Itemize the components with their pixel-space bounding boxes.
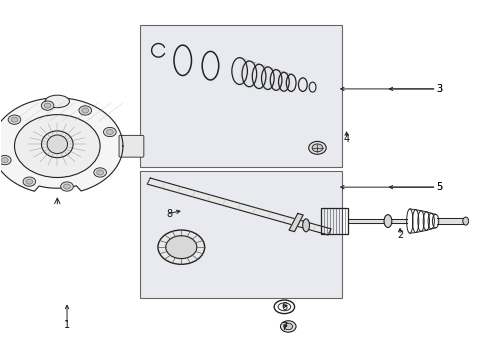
Polygon shape <box>436 218 465 224</box>
Circle shape <box>1 158 8 163</box>
Circle shape <box>103 127 116 137</box>
Polygon shape <box>147 178 330 235</box>
Circle shape <box>81 108 88 113</box>
Circle shape <box>63 184 70 189</box>
Circle shape <box>44 103 51 108</box>
Bar <box>140 171 341 298</box>
Ellipse shape <box>462 217 468 225</box>
Text: 2: 2 <box>396 230 403 240</box>
Bar <box>140 24 341 167</box>
FancyBboxPatch shape <box>119 135 143 157</box>
Ellipse shape <box>302 219 309 232</box>
Text: 7: 7 <box>281 322 286 332</box>
Circle shape <box>308 141 325 154</box>
Ellipse shape <box>383 215 391 228</box>
Text: 5: 5 <box>436 182 442 192</box>
Circle shape <box>106 130 113 135</box>
Text: 1: 1 <box>64 320 70 330</box>
Text: 6: 6 <box>281 302 286 312</box>
Circle shape <box>311 144 322 152</box>
Circle shape <box>23 177 36 186</box>
Text: 3: 3 <box>436 84 442 94</box>
Text: 3: 3 <box>436 84 442 94</box>
Circle shape <box>11 117 18 122</box>
Circle shape <box>0 156 11 165</box>
Circle shape <box>284 323 292 330</box>
Text: 8: 8 <box>166 209 172 219</box>
Bar <box>321 208 347 234</box>
Circle shape <box>61 182 73 191</box>
Text: 4: 4 <box>343 134 349 144</box>
Circle shape <box>79 106 91 115</box>
Circle shape <box>8 115 21 124</box>
Polygon shape <box>0 98 122 191</box>
Ellipse shape <box>45 95 69 108</box>
Circle shape <box>41 101 54 110</box>
Circle shape <box>15 114 100 177</box>
Circle shape <box>280 321 295 332</box>
Circle shape <box>158 230 204 264</box>
Polygon shape <box>347 219 407 223</box>
Ellipse shape <box>41 131 73 158</box>
Ellipse shape <box>47 135 67 154</box>
Circle shape <box>97 170 103 175</box>
Circle shape <box>94 168 106 177</box>
Circle shape <box>26 179 33 184</box>
Polygon shape <box>288 213 303 231</box>
Text: 5: 5 <box>436 182 442 192</box>
Circle shape <box>165 236 197 258</box>
